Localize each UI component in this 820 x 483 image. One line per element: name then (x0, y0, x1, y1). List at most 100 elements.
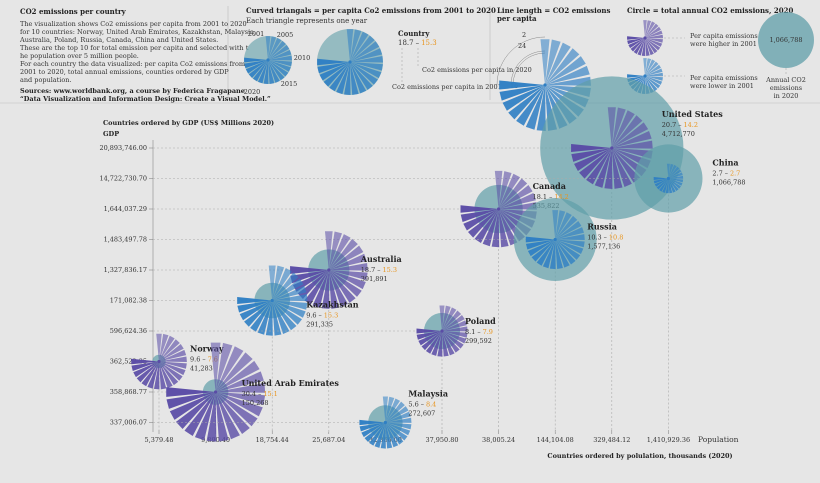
fan-triangle (482, 209, 499, 247)
fan-triangle (215, 392, 258, 427)
fan-triangle (258, 60, 268, 84)
value-2001: 18.7 (398, 39, 414, 47)
fan-triangle (159, 339, 180, 362)
country-total: 4,712,770 (662, 130, 695, 138)
fan (571, 107, 653, 189)
fan-triangle (159, 356, 187, 362)
fan-triangle (328, 270, 339, 309)
fan-triangle (361, 422, 386, 438)
fan (166, 342, 266, 442)
fan-triangle (385, 396, 395, 423)
fan-triangle (555, 239, 563, 270)
fan-triangle (184, 392, 216, 437)
fan-triangle (215, 371, 264, 392)
fan-legend-note: Co2 emissions per capita in 2020 (422, 66, 532, 74)
fan-triangle (442, 331, 455, 356)
legend-text: Per capita emissions (690, 32, 758, 40)
fan-triangle (272, 300, 297, 331)
legend-text: Annual CO2 (765, 76, 806, 84)
value-2001: 18.1 (533, 193, 547, 201)
circle-legend-title: Circle = total annual CO2 emissions, 202… (627, 6, 793, 15)
fan-triangle (637, 38, 645, 56)
fan-triangle (545, 56, 586, 85)
fan-triangle (324, 231, 333, 270)
sample-circle (758, 12, 814, 68)
fan-center (666, 176, 671, 181)
fan-triangle (268, 50, 292, 60)
fan-triangle (350, 62, 383, 71)
fan-triangle (257, 300, 273, 335)
x-tick-label: 18,754.44 (256, 436, 289, 444)
fan-triangle (374, 422, 386, 448)
fan-triangle (668, 178, 684, 183)
country-name: United Arab Emirates (242, 378, 340, 388)
fan-triangle (385, 422, 399, 448)
fan-triangle (555, 212, 572, 240)
fan-triangle (442, 314, 465, 331)
fan-triangle (272, 300, 290, 334)
country-name: Malaysia (408, 389, 448, 399)
fan-triangle (645, 38, 663, 43)
fan-triangle (416, 331, 442, 340)
fan-triangle (252, 60, 268, 82)
fan-triangle (611, 140, 653, 149)
country-values: 20.7–14.2 (662, 121, 698, 129)
fan-triangle (442, 331, 468, 338)
fan-triangle (628, 38, 645, 49)
fan-triangle (540, 39, 550, 85)
separator: – (604, 234, 607, 242)
fan-triangle (385, 422, 411, 436)
value-2020: 2.7 (730, 170, 740, 178)
value-2020: 14.2 (684, 121, 698, 129)
scale-label: 24 (518, 42, 526, 50)
fan-triangle (248, 60, 268, 78)
fan-triangle (131, 361, 159, 371)
fan-triangle (215, 392, 263, 417)
country-total: 1,066,788 (712, 179, 745, 187)
value-2001: 10.3 (587, 234, 601, 242)
fan-triangle (304, 270, 329, 305)
fan-triangle (169, 392, 216, 420)
fan-triangle (382, 396, 388, 423)
fan (244, 36, 292, 84)
fan-triangle (442, 310, 462, 331)
fan-triangle (491, 209, 500, 248)
fan-triangle (508, 85, 545, 120)
fan-triangle (630, 38, 645, 52)
fan-center (270, 298, 274, 303)
fan-triangle (268, 37, 282, 60)
fan-triangle (272, 278, 304, 301)
fan-triangle (350, 31, 369, 62)
fan-triangle (272, 285, 307, 301)
fan-triangle (643, 20, 647, 38)
fan-triangle (321, 270, 330, 309)
value-2001: 5.6 (408, 401, 418, 409)
fan-triangle (385, 398, 401, 423)
y-tick-label: 171,082.38 (110, 297, 147, 305)
fan-triangle (468, 209, 499, 238)
fan-triangle (215, 392, 240, 440)
fan-triangle (668, 178, 681, 189)
separator: – (678, 121, 681, 129)
fan-center (497, 207, 501, 211)
y-tick-label: 14,722,730.70 (99, 175, 147, 183)
country-name: Australia (360, 254, 402, 264)
separator: – (258, 390, 261, 398)
fan-triangle (545, 65, 590, 85)
header-source: “Data Visualization and Information Desi… (20, 95, 271, 103)
y-axis-title: GDP (103, 130, 119, 138)
fan-triangle (594, 148, 612, 188)
y-tick-label: 20,893,746.00 (99, 144, 147, 152)
fan-triangle (136, 361, 159, 383)
fan-legend-subtitle: Each triangle represents one year (246, 17, 368, 25)
fan-triangle (328, 270, 356, 303)
fan-triangle (525, 239, 556, 250)
fan-triangle (653, 177, 669, 180)
fan-triangle (611, 148, 632, 187)
country-total: 150,268 (242, 399, 269, 407)
fan-center (643, 36, 647, 40)
fan-triangle (346, 29, 354, 63)
fan-triangle (463, 209, 499, 231)
fan-triangle (206, 392, 217, 442)
value-2020: 15.3 (421, 39, 437, 47)
